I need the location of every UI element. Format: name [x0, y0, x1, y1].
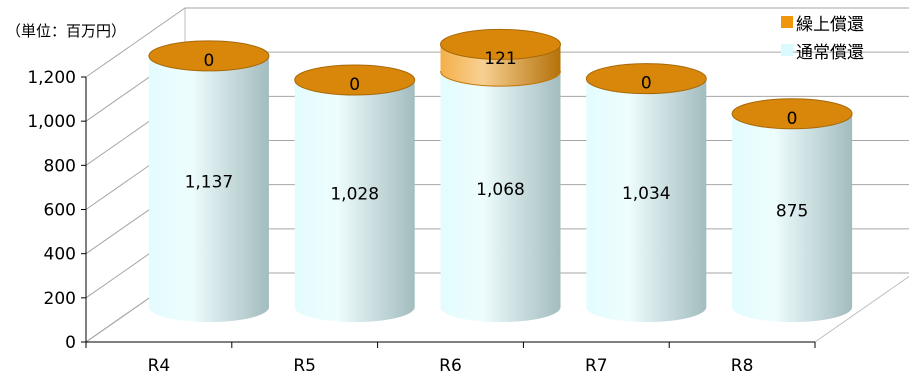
x-tick-label: R7 — [585, 356, 608, 376]
data-label: 875 — [776, 201, 808, 221]
y-tick-label: 200 — [44, 289, 76, 309]
y-tick-label: 400 — [44, 245, 76, 265]
legend-swatch-regular — [781, 44, 793, 56]
y-tick-label: 1,200 — [27, 68, 76, 88]
y-tick-label: 600 — [44, 201, 76, 221]
legend-swatch-prepayment — [781, 16, 793, 28]
x-tick-label: R8 — [731, 356, 754, 376]
bar-segment — [148, 55, 269, 322]
data-label: 1,034 — [622, 184, 671, 204]
data-label: 0 — [349, 75, 360, 95]
y-tick-label: 1,000 — [27, 112, 76, 132]
bar-segment — [732, 113, 853, 322]
bar-segment — [440, 71, 561, 323]
x-tick-label: R6 — [439, 356, 462, 376]
bar-cap — [440, 28, 561, 60]
bar-cap — [148, 40, 270, 72]
bar-segment-edge — [440, 71, 561, 87]
bar-cap — [585, 63, 707, 95]
data-label: 0 — [641, 74, 652, 94]
x-tick-label: R5 — [293, 356, 316, 376]
bar-segment — [294, 79, 415, 322]
data-label: 1,068 — [476, 180, 525, 200]
gridline — [85, 7, 909, 78]
bar-segment — [586, 78, 707, 323]
legend-item-prepayment: 繰上償還 — [781, 8, 864, 36]
data-label: 1,137 — [185, 172, 234, 192]
legend-item-regular: 通常償還 — [781, 36, 864, 64]
legend: 繰上償還 通常償還 — [781, 8, 864, 64]
unit-label: （単位：百万円） — [6, 22, 127, 40]
y-tick-label: 800 — [44, 156, 76, 176]
data-label: 1,028 — [330, 184, 379, 204]
legend-label-regular: 通常償還 — [796, 42, 864, 63]
bar-cap — [294, 64, 416, 96]
x-tick-label: R4 — [148, 356, 171, 376]
data-label: 121 — [484, 49, 516, 69]
legend-label-prepayment: 繰上償還 — [796, 14, 864, 35]
data-label: 0 — [787, 109, 798, 129]
data-label: 0 — [203, 51, 214, 71]
y-tick-label: 0 — [65, 333, 76, 353]
bar-cap — [731, 98, 853, 130]
